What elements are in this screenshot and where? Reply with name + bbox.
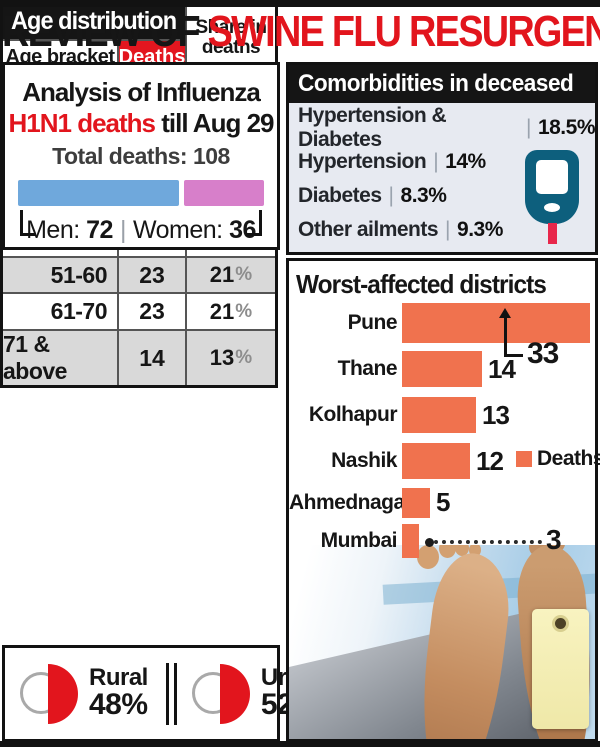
mumbai-leader-dot <box>425 538 434 547</box>
bar-row-pune: Pune <box>289 303 595 343</box>
thane-bar <box>402 351 482 387</box>
ahmednagar-bar <box>402 487 430 518</box>
toe-tag <box>532 609 589 729</box>
women-value: 36 <box>229 215 256 244</box>
age-row-deaths: 23 <box>119 294 185 329</box>
age-table-title: Age distribution <box>3 3 185 39</box>
morgue-photo <box>289 545 595 739</box>
comorbidity-item: Other ailments | 9.3% <box>298 218 503 241</box>
men-women-caption: Men: 72 | Women: 36 <box>18 208 264 252</box>
rural-value: 48% <box>89 688 148 722</box>
bar-row-kolhapur: Kolhapur 13 <box>289 397 595 433</box>
mumbai-value: 3 <box>546 524 562 555</box>
age-row-deaths: 14 <box>119 331 185 385</box>
analysis-heading-red: H1N1 deaths <box>8 108 156 138</box>
nashik-bar <box>402 443 470 479</box>
men-value: 72 <box>86 215 113 244</box>
age-row-deaths: 23 <box>119 257 185 293</box>
bracket-right <box>246 210 262 236</box>
rural-labels: Rural 48% <box>89 663 148 722</box>
pune-bar <box>402 303 590 343</box>
comorbidities-list: Hypertension & Diabetes | 18.5% Hyperten… <box>289 103 596 247</box>
double-rule-divider <box>165 662 177 725</box>
comorbidities-panel: Comorbidities in deceased Hypertension &… <box>286 62 598 255</box>
mumbai-leader-line <box>434 540 542 544</box>
share-in-deaths-header: Share in deaths <box>187 3 275 73</box>
mumbai-bar <box>402 524 419 558</box>
page-title: REVIEW OF SWINE FLU RESURGENCE <box>2 7 600 57</box>
analysis-heading-rest: till Aug 29 <box>155 108 274 138</box>
comorbidity-item: Hypertension & Diabetes | 18.5% <box>298 104 596 151</box>
men-label: Men: <box>26 215 80 244</box>
legend-swatch <box>516 451 532 467</box>
kolhapur-bar <box>402 397 476 433</box>
age-row-bracket: 61-70 <box>3 294 117 329</box>
age-row-share: 21% <box>187 294 275 329</box>
pune-callout-elbow <box>504 354 523 357</box>
women-label: Women: <box>132 215 223 244</box>
bottom-border-rule <box>0 741 600 747</box>
pie-half-red <box>48 663 78 724</box>
rural-pie-chart <box>19 663 81 725</box>
pune-callout-arrowhead <box>499 308 511 318</box>
rural-label: Rural <box>89 663 148 691</box>
pune-callout-line <box>504 317 507 357</box>
page-title-highlight: SWINE FLU RESURGENCE <box>207 7 600 56</box>
districts-panel: Worst-affected districts Pune Thane 14 K… <box>286 258 600 742</box>
women-bar <box>183 180 264 206</box>
bracket-left <box>20 210 36 236</box>
districts-title: Worst-affected districts <box>296 269 547 299</box>
analysis-panel: Analysis of Influenza H1N1 deaths till A… <box>2 62 280 250</box>
legend-label: Deaths <box>537 447 600 470</box>
bar-row-thane: Thane 14 <box>289 351 595 387</box>
bar-row-mumbai: Mumbai <box>289 524 595 558</box>
total-deaths-label: Total deaths: 108 <box>52 143 230 169</box>
bar-row-ahmednagar: Ahmednagar 5 <box>289 487 451 518</box>
men-women-bar <box>18 180 264 206</box>
comorbidity-item: Hypertension | 14% <box>298 150 486 173</box>
masthead: REVIEW OF SWINE FLU RESURGENCE <box>2 6 600 58</box>
rural-urban-panel: Rural 48% Urban 52% <box>2 645 328 742</box>
comorbidity-item: Diabetes | 8.3% <box>298 184 447 207</box>
analysis-heading-line1: Analysis of Influenza <box>22 77 261 107</box>
age-row-bracket: 51-60 <box>3 257 117 293</box>
age-row-bracket: 71 & above <box>3 331 117 385</box>
men-bar <box>18 180 179 206</box>
top-border-rule <box>0 0 600 7</box>
glucometer-icon <box>525 150 579 244</box>
urban-pie-chart <box>191 663 253 725</box>
age-row-share: 21% <box>187 257 275 293</box>
bar-row-nashik: Nashik 12 <box>289 443 595 479</box>
pie-half-red <box>219 663 250 724</box>
analysis-heading-line2: H1N1 deaths till Aug 29 <box>5 108 277 139</box>
comorbidities-title: Comorbidities in deceased <box>289 65 595 103</box>
chart-legend: Deaths <box>516 447 600 471</box>
pune-value: 33 <box>527 337 559 370</box>
caption-separator: | <box>119 215 127 244</box>
age-row-share: 13% <box>187 331 275 385</box>
page-title-prefix: REVIEW OF <box>2 7 208 56</box>
